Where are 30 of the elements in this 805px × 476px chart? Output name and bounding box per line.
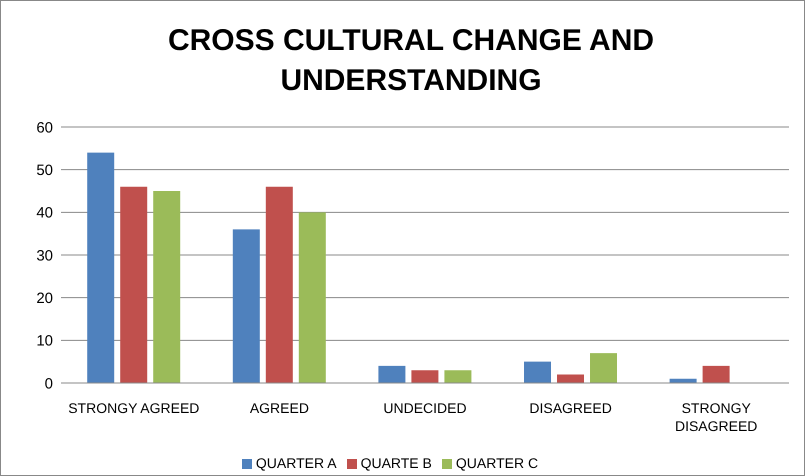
legend-label: QUARTE B xyxy=(360,455,432,471)
y-tick-label: 10 xyxy=(36,332,53,350)
bar xyxy=(153,191,180,383)
bar xyxy=(120,186,148,383)
bar xyxy=(266,186,293,383)
bar xyxy=(411,370,438,383)
y-tick-label: 40 xyxy=(36,204,53,222)
legend-label: QUARTER A xyxy=(256,455,337,471)
x-tick-label: STRONGY DISAGREED xyxy=(674,400,758,434)
bar xyxy=(444,370,472,383)
bar xyxy=(557,374,584,383)
chart-title: CROSS CULTURAL CHANGE AND UNDERSTANDING xyxy=(166,23,656,99)
bar xyxy=(702,366,730,383)
x-tick-label: AGREED xyxy=(250,400,309,416)
y-tick-label: 50 xyxy=(36,162,53,179)
y-tick-label: 60 xyxy=(36,119,53,136)
bar xyxy=(378,366,406,383)
x-tick-label: UNDECIDED xyxy=(383,400,467,416)
legend-label: QUARTER C xyxy=(456,455,538,471)
bar xyxy=(298,212,326,383)
bar xyxy=(670,378,697,383)
bar xyxy=(524,362,552,383)
bar xyxy=(590,353,618,383)
bar xyxy=(87,152,114,383)
bar xyxy=(232,229,260,383)
x-tick-label: DISAGREED xyxy=(529,400,612,416)
y-tick-label: 30 xyxy=(36,247,53,264)
y-tick-label: 0 xyxy=(44,375,53,392)
x-tick-label: STRONGY AGREED xyxy=(68,400,200,416)
y-tick-label: 20 xyxy=(36,290,53,307)
